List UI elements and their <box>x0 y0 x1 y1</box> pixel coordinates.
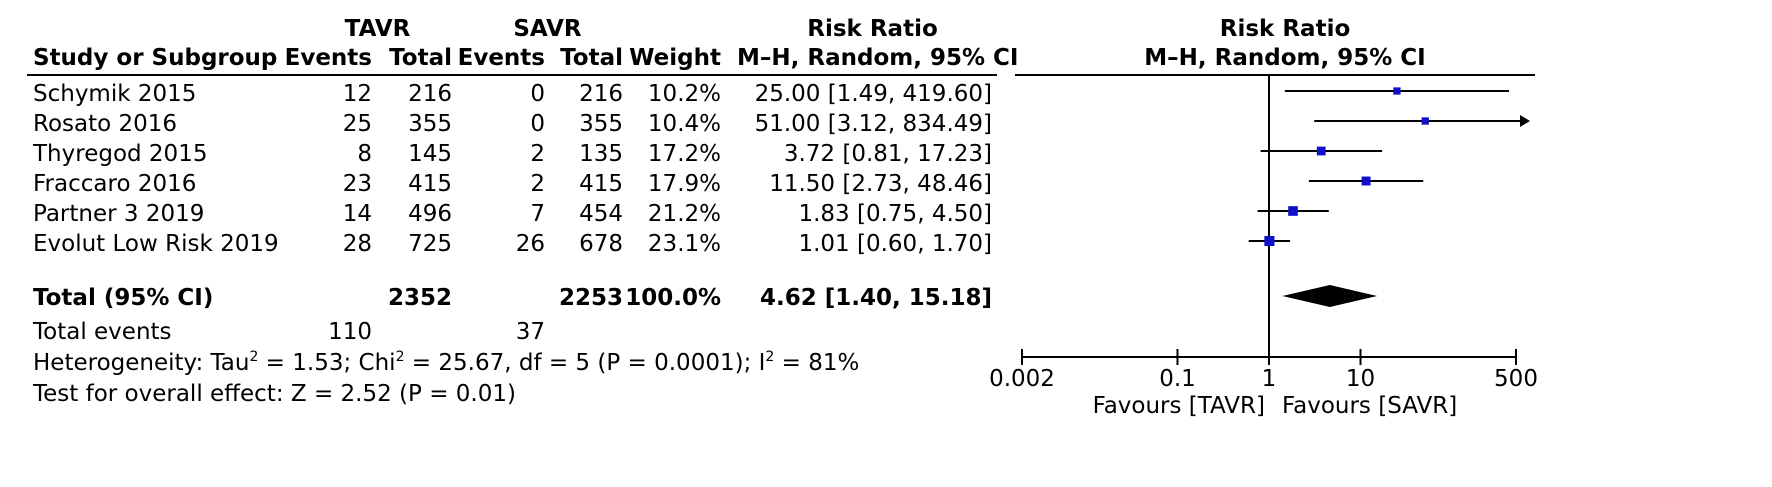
events2-value: 0 <box>530 111 545 137</box>
study-name: Fraccaro 2016 <box>33 171 197 197</box>
pooled-diamond <box>1282 285 1378 307</box>
total-weight: 100.0% <box>625 285 721 311</box>
study-point <box>1393 87 1401 95</box>
total2-value: 415 <box>579 171 623 197</box>
heterogeneity-text: Heterogeneity: Tau2 = 1.53; Chi2 = 25.67… <box>33 349 860 376</box>
total2-value: 135 <box>579 141 623 167</box>
risk-ratio-header: Risk Ratio <box>807 16 938 42</box>
total2-value: 216 <box>579 81 623 107</box>
study-name: Partner 3 2019 <box>33 201 205 227</box>
plot-header-rule <box>1015 74 1535 76</box>
study-point <box>1361 176 1371 186</box>
total1-value: 145 <box>408 141 452 167</box>
risk-ratio-value: 11.50 [2.73, 48.46] <box>769 171 992 197</box>
events2-value: 2 <box>530 171 545 197</box>
events2-value: 2 <box>530 141 545 167</box>
events1-value: 12 <box>342 81 372 107</box>
overall-effect-text: Test for overall effect: Z = 2.52 (P = 0… <box>33 381 516 407</box>
plot-risk-ratio-header: Risk Ratio <box>1219 16 1351 42</box>
weight-value: 17.2% <box>647 141 721 167</box>
study-name: Schymik 2015 <box>33 81 197 107</box>
header-rule <box>27 74 997 76</box>
total-events2: 37 <box>515 319 545 345</box>
total1-sum: 2352 <box>387 285 452 311</box>
plot-method-header: M–H, Random, 95% CI <box>1144 45 1426 71</box>
events1-value: 25 <box>342 111 372 137</box>
study-name: Evolut Low Risk 2019 <box>33 231 279 257</box>
events2-value: 0 <box>530 81 545 107</box>
total2-value: 454 <box>579 201 623 227</box>
total-label: Total (95% CI) <box>33 285 214 311</box>
total1-column-header: Total <box>389 45 452 71</box>
study-column-header: Study or Subgroup <box>33 45 278 71</box>
study-name: Thyregod 2015 <box>33 141 208 167</box>
weight-value: 10.2% <box>647 81 721 107</box>
risk-ratio-value: 25.00 [1.49, 419.60] <box>754 81 992 107</box>
study-point <box>1421 117 1429 125</box>
events1-value: 14 <box>342 201 372 227</box>
total1-value: 725 <box>408 231 452 257</box>
favours-right-label: Favours [SAVR] <box>1282 393 1458 419</box>
events2-value: 7 <box>530 201 545 227</box>
risk-ratio-value: 1.83 [0.75, 4.50] <box>798 201 992 227</box>
x-tick-label: 0.002 <box>989 366 1055 392</box>
total2-value: 678 <box>579 231 623 257</box>
group2-header: SAVR <box>513 16 582 42</box>
total2-sum: 2253 <box>558 285 623 311</box>
x-tick-label: 500 <box>1494 366 1538 392</box>
total-events1: 110 <box>328 319 372 345</box>
ci-arrow <box>1520 115 1530 127</box>
events1-value: 28 <box>342 231 372 257</box>
study-name: Rosato 2016 <box>33 111 178 137</box>
favours-left-label: Favours [TAVR] <box>1092 393 1265 419</box>
events1-value: 8 <box>357 141 372 167</box>
risk-ratio-value: 1.01 [0.60, 1.70] <box>798 231 992 257</box>
events1-column-header: Events <box>284 45 372 71</box>
events1-value: 23 <box>342 171 372 197</box>
x-tick-label: 10 <box>1346 366 1375 392</box>
weight-value: 17.9% <box>647 171 721 197</box>
weight-value: 21.2% <box>647 201 721 227</box>
study-point <box>1264 235 1275 247</box>
total-events-label: Total events <box>33 319 172 345</box>
x-tick-label: 0.1 <box>1159 366 1196 392</box>
weight-value: 10.4% <box>647 111 721 137</box>
total1-value: 415 <box>408 171 452 197</box>
total1-value: 355 <box>408 111 452 137</box>
x-tick-label: 1 <box>1262 366 1277 392</box>
total2-value: 355 <box>579 111 623 137</box>
risk-ratio-method-header: M–H, Random, 95% CI <box>737 45 1019 71</box>
events2-value: 26 <box>515 231 545 257</box>
total1-value: 496 <box>408 201 452 227</box>
study-point <box>1316 146 1326 156</box>
weight-value: 23.1% <box>647 231 721 257</box>
events2-column-header: Events <box>457 45 545 71</box>
risk-ratio-value: 3.72 [0.81, 17.23] <box>783 141 992 167</box>
weight-column-header: Weight <box>629 45 721 71</box>
group1-header: TAVR <box>344 16 411 42</box>
total1-value: 216 <box>408 81 452 107</box>
risk-ratio-value: 51.00 [3.12, 834.49] <box>754 111 992 137</box>
study-point <box>1288 206 1298 216</box>
total-risk-ratio: 4.62 [1.40, 15.18] <box>759 285 992 311</box>
total2-column-header: Total <box>560 45 623 71</box>
